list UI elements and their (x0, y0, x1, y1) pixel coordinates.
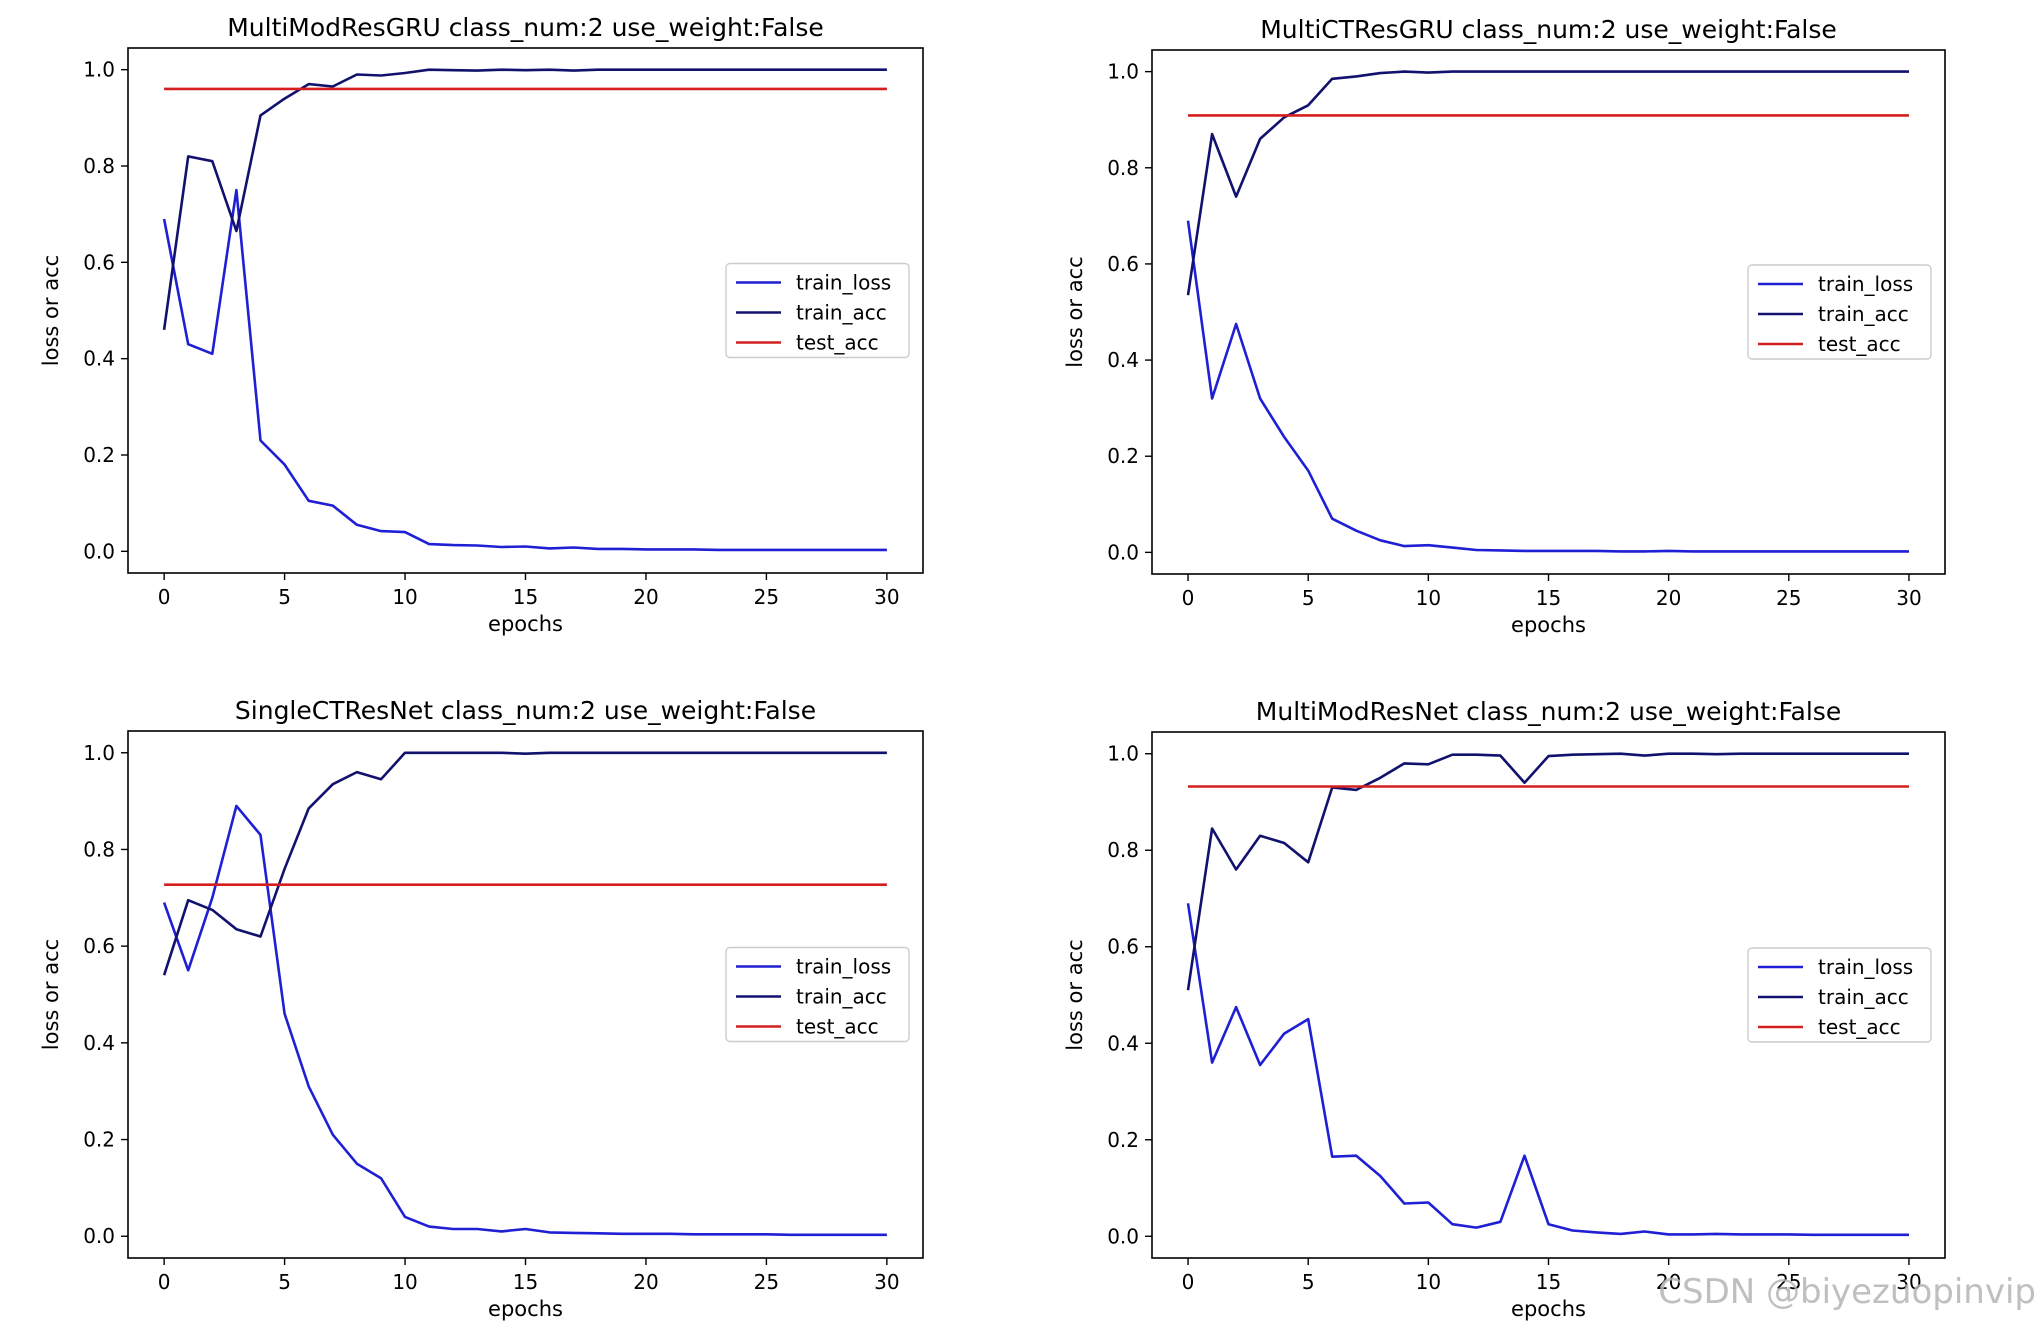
legend-label-test-acc: test_acc (796, 1015, 879, 1039)
y-tick-label: 0.4 (1107, 348, 1139, 372)
x-tick-label: 30 (874, 1270, 899, 1294)
series-line-train-acc (1186, 752, 1909, 991)
x-tick-label: 15 (1536, 1270, 1561, 1294)
y-tick-label: 0.6 (1107, 252, 1139, 276)
x-tick-label: 25 (1776, 586, 1801, 610)
y-tick-label: 0.8 (83, 154, 115, 178)
y-tick-label: 0.4 (83, 1031, 115, 1055)
y-tick-label: 0.2 (83, 1128, 115, 1152)
x-tick-label: 10 (392, 585, 417, 609)
y-tick-label: 0.0 (1107, 1224, 1139, 1248)
x-tick-label: 5 (278, 1270, 291, 1294)
legend: train_loss train_acc test_acc (725, 946, 910, 1043)
y-tick-label: 0.2 (1107, 1128, 1139, 1152)
y-tick-label: 0.2 (1107, 444, 1139, 468)
x-axis-label: epochs (1511, 1297, 1586, 1321)
x-tick-label: 20 (633, 1270, 658, 1294)
y-tick-label: 1.0 (1107, 60, 1139, 84)
y-tick-label: 0.0 (83, 1224, 115, 1248)
x-tick-label: 0 (158, 1270, 171, 1294)
x-tick-label: 10 (392, 1270, 417, 1294)
legend-box (1747, 264, 1932, 360)
x-axis-label: epochs (488, 612, 563, 636)
y-axis-label: loss or acc (1063, 256, 1087, 367)
y-tick-label: 1.0 (83, 741, 115, 765)
y-tick-label: 0.6 (83, 934, 115, 958)
y-axis-label: loss or acc (39, 939, 63, 1050)
series-line-train-loss (162, 804, 887, 1237)
x-tick-label: 5 (1302, 586, 1315, 610)
x-tick-label: 15 (513, 585, 538, 609)
series-line-train-acc (162, 68, 887, 330)
legend: train_loss train_acc test_acc (725, 262, 910, 359)
legend-label-train-loss: train_loss (1818, 272, 1913, 296)
series-line-train-loss (1186, 903, 1909, 1237)
x-tick-label: 30 (1896, 586, 1921, 610)
y-tick-label: 0.2 (83, 443, 115, 467)
x-tick-label: 20 (633, 585, 658, 609)
legend-label-train-acc: train_acc (1818, 985, 1909, 1009)
y-tick-label: 1.0 (83, 58, 115, 82)
chart-panel-1: MultiModResGRU class_num:2 use_weight:Fa… (39, 13, 924, 636)
y-tick-label: 0.8 (1107, 156, 1139, 180)
x-axis-label: epochs (488, 1297, 563, 1321)
x-axis-label: epochs (1511, 613, 1586, 637)
x-tick-label: 0 (1182, 1270, 1195, 1294)
legend-label-test-acc: test_acc (1818, 332, 1901, 356)
series-line-train-loss (1186, 220, 1909, 553)
series-line-train-loss (162, 188, 887, 552)
y-tick-label: 1.0 (1107, 742, 1139, 766)
legend: train_loss train_acc test_acc (1747, 947, 1932, 1043)
legend-label-train-acc: train_acc (1818, 302, 1909, 326)
x-tick-label: 5 (1302, 1270, 1315, 1294)
x-tick-label: 30 (1896, 1270, 1921, 1294)
x-tick-label: 15 (513, 1270, 538, 1294)
y-tick-label: 0.4 (1107, 1031, 1139, 1055)
legend-label-train-loss: train_loss (1818, 955, 1913, 979)
y-tick-label: 0.6 (1107, 935, 1139, 959)
chart-title: MultiModResNet class_num:2 use_weight:Fa… (1256, 697, 1841, 726)
series-line-train-acc (1186, 70, 1909, 296)
x-tick-label: 0 (1182, 586, 1195, 610)
legend-label-test-acc: test_acc (1818, 1015, 1901, 1039)
y-tick-label: 0.8 (1107, 838, 1139, 862)
legend: train_loss train_acc test_acc (1747, 264, 1932, 360)
x-tick-label: 15 (1536, 586, 1561, 610)
legend-label-train-acc: train_acc (796, 301, 887, 325)
y-tick-label: 0.8 (83, 837, 115, 861)
y-axis-label: loss or acc (39, 255, 63, 366)
y-tick-label: 0.4 (83, 347, 115, 371)
x-tick-label: 25 (754, 585, 779, 609)
x-tick-label: 10 (1416, 1270, 1441, 1294)
x-tick-label: 10 (1416, 586, 1441, 610)
x-tick-label: 5 (278, 585, 291, 609)
y-tick-label: 0.0 (83, 539, 115, 563)
legend-box (725, 262, 910, 359)
watermark-text: CSDN @biyezuopinvip (1658, 1272, 2036, 1312)
legend-label-test-acc: test_acc (796, 331, 879, 355)
y-tick-label: 0.0 (1107, 540, 1139, 564)
legend-label-train-loss: train_loss (796, 271, 891, 295)
chart-title: MultiCTResGRU class_num:2 use_weight:Fal… (1260, 15, 1837, 44)
x-tick-label: 20 (1656, 1270, 1681, 1294)
legend-box (1747, 947, 1932, 1043)
legend-box (725, 946, 910, 1043)
series-line-train-acc (162, 751, 887, 976)
x-tick-label: 30 (874, 585, 899, 609)
legend-label-train-loss: train_loss (796, 955, 891, 979)
chart-panel-4: MultiModResNet class_num:2 use_weight:Fa… (1063, 697, 1946, 1321)
x-tick-label: 0 (158, 585, 171, 609)
chart-title: SingleCTResNet class_num:2 use_weight:Fa… (235, 696, 816, 725)
chart-title: MultiModResGRU class_num:2 use_weight:Fa… (227, 13, 824, 42)
x-tick-label: 20 (1656, 586, 1681, 610)
chart-panel-3: SingleCTResNet class_num:2 use_weight:Fa… (39, 696, 924, 1321)
chart-panel-2: MultiCTResGRU class_num:2 use_weight:Fal… (1063, 15, 1946, 637)
x-tick-label: 25 (1776, 1270, 1801, 1294)
y-axis-label: loss or acc (1063, 939, 1087, 1050)
x-tick-label: 25 (754, 1270, 779, 1294)
y-tick-label: 0.6 (83, 250, 115, 274)
legend-label-train-acc: train_acc (796, 985, 887, 1009)
